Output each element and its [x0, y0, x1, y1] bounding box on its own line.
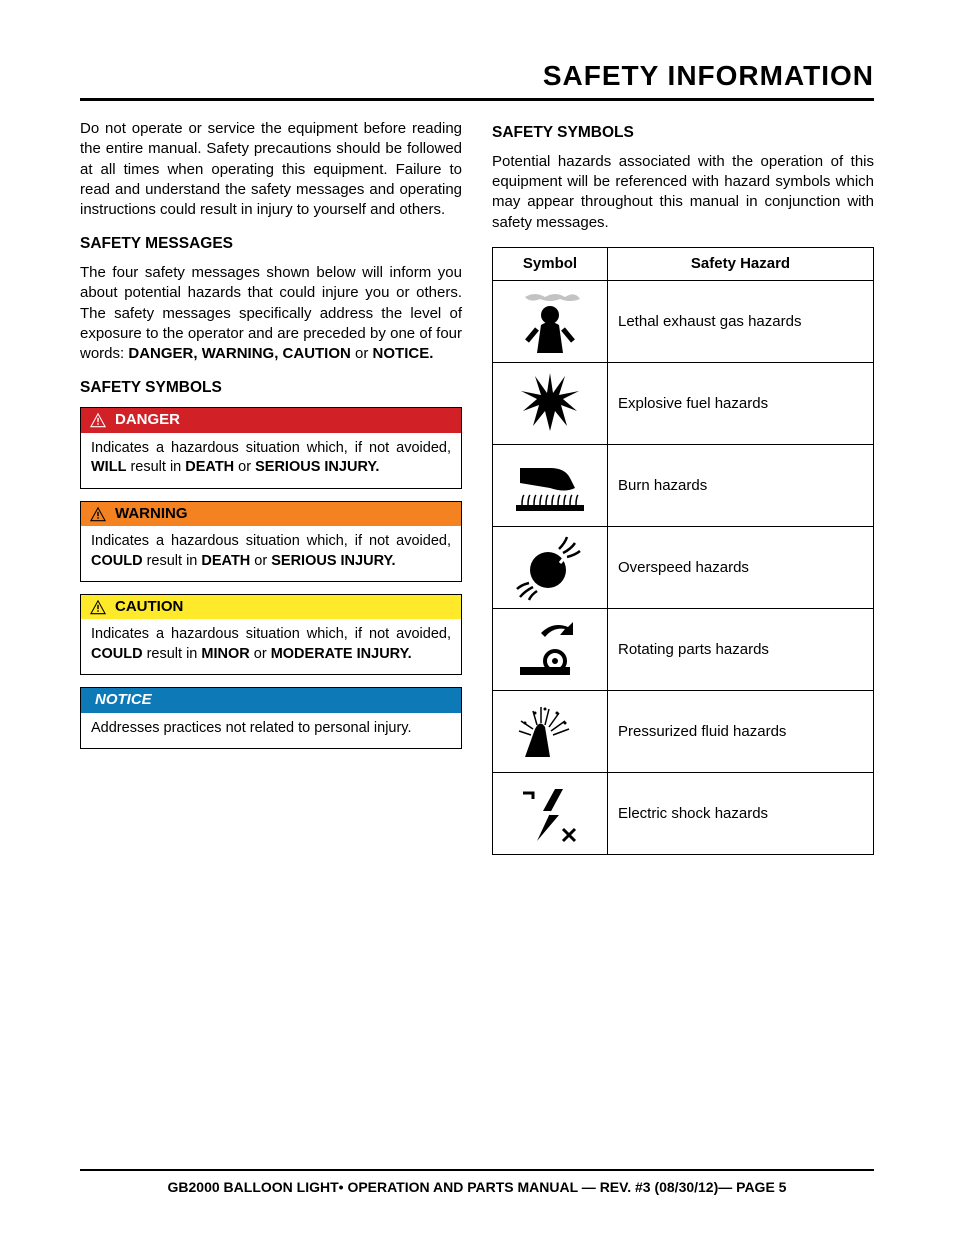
warning-or: or: [250, 553, 271, 569]
danger-body-pre: Indicates a hazardous situation which, i…: [91, 440, 451, 456]
symbol-overspeed: [493, 527, 608, 609]
symbols-intro: Potential hazards associated with the op…: [492, 152, 874, 233]
danger-r1: DEATH: [185, 459, 234, 475]
warning-r1: DEATH: [201, 553, 250, 569]
warning-body: Indicates a hazardous situation which, i…: [81, 526, 461, 581]
table-row: Rotating parts hazards: [493, 609, 874, 691]
table-row: Pressurized fluid hazards: [493, 691, 874, 773]
caution-header: CAUTION: [81, 595, 461, 619]
messages-notice: NOTICE.: [373, 345, 434, 362]
symbol-burn: [493, 445, 608, 527]
left-column: Do not operate or service the equipment …: [80, 119, 462, 855]
safety-messages-paragraph: The four safety messages shown below wil…: [80, 263, 462, 364]
rotating-icon: [515, 617, 585, 683]
symbol-shock: [493, 773, 608, 855]
caution-r1: MINOR: [201, 646, 249, 662]
hazard-overspeed: Overspeed hazards: [608, 527, 874, 609]
alert-triangle-icon: [89, 412, 107, 428]
symbol-exhaust: [493, 281, 608, 363]
warning-r2: SERIOUS INJURY.: [271, 553, 395, 569]
pressurized-icon: [515, 699, 585, 765]
notice-box: NOTICE Addresses practices not related t…: [80, 687, 462, 749]
notice-body: Addresses practices not related to perso…: [81, 713, 461, 749]
table-row: Electric shock hazards: [493, 773, 874, 855]
exhaust-icon: [515, 289, 585, 355]
explosive-icon: [515, 371, 585, 437]
warning-label: WARNING: [115, 504, 188, 524]
danger-mid: result in: [126, 459, 185, 475]
hazard-exhaust: Lethal exhaust gas hazards: [608, 281, 874, 363]
warning-mid: result in: [143, 553, 202, 569]
warning-will: COULD: [91, 553, 143, 569]
caution-box: CAUTION Indicates a hazardous situation …: [80, 594, 462, 675]
hazard-shock: Electric shock hazards: [608, 773, 874, 855]
danger-header: DANGER: [81, 408, 461, 432]
alert-triangle-icon: [89, 599, 107, 615]
danger-r2: SERIOUS INJURY.: [255, 459, 379, 475]
messages-words: DANGER, WARNING, CAUTION: [128, 345, 351, 362]
caution-body-pre: Indicates a hazardous situation which, i…: [91, 626, 451, 642]
page-title: SAFETY INFORMATION: [80, 60, 874, 92]
heading-safety-messages: SAFETY MESSAGES: [80, 234, 462, 255]
caution-r2: MODERATE INJURY.: [271, 646, 412, 662]
heading-safety-symbols-left: SAFETY SYMBOLS: [80, 378, 462, 399]
columns: Do not operate or service the equipment …: [80, 119, 874, 855]
hazard-explosive: Explosive fuel hazards: [608, 363, 874, 445]
symbol-explosive: [493, 363, 608, 445]
symbol-pressurized: [493, 691, 608, 773]
caution-body: Indicates a hazardous situation which, i…: [81, 619, 461, 674]
symbol-rotating: [493, 609, 608, 691]
warning-box: WARNING Indicates a hazardous situation …: [80, 501, 462, 582]
table-row: Overspeed hazards: [493, 527, 874, 609]
table-row: Lethal exhaust gas hazards: [493, 281, 874, 363]
footer-rule: [80, 1169, 874, 1171]
danger-or: or: [234, 459, 255, 475]
intro-paragraph: Do not operate or service the equipment …: [80, 119, 462, 220]
notice-header: NOTICE: [81, 688, 461, 712]
burn-icon: [510, 453, 590, 519]
alert-triangle-icon: [89, 506, 107, 522]
messages-or: or: [351, 345, 373, 362]
page: SAFETY INFORMATION Do not operate or ser…: [0, 0, 954, 1235]
shock-icon: [515, 781, 585, 847]
danger-box: DANGER Indicates a hazardous situation w…: [80, 407, 462, 488]
footer: GB2000 BALLOON LIGHT• OPERATION AND PART…: [80, 1169, 874, 1195]
heading-safety-symbols-right: SAFETY SYMBOLS: [492, 123, 874, 144]
table-row: Burn hazards: [493, 445, 874, 527]
warning-body-pre: Indicates a hazardous situation which, i…: [91, 533, 451, 549]
notice-label: NOTICE: [95, 690, 152, 710]
overspeed-icon: [515, 535, 585, 601]
danger-will: WILL: [91, 459, 126, 475]
col-hazard: Safety Hazard: [608, 247, 874, 280]
caution-mid: result in: [143, 646, 202, 662]
table-row: Explosive fuel hazards: [493, 363, 874, 445]
title-rule: [80, 98, 874, 101]
hazard-table: Symbol Safety Hazard: [492, 247, 874, 855]
hazard-burn: Burn hazards: [608, 445, 874, 527]
danger-body: Indicates a hazardous situation which, i…: [81, 433, 461, 488]
footer-text: GB2000 BALLOON LIGHT• OPERATION AND PART…: [80, 1179, 874, 1195]
warning-header: WARNING: [81, 502, 461, 526]
hazard-pressurized: Pressurized fluid hazards: [608, 691, 874, 773]
caution-or: or: [250, 646, 271, 662]
caution-will: COULD: [91, 646, 143, 662]
right-column: SAFETY SYMBOLS Potential hazards associa…: [492, 119, 874, 855]
hazard-rotating: Rotating parts hazards: [608, 609, 874, 691]
caution-label: CAUTION: [115, 597, 183, 617]
danger-label: DANGER: [115, 410, 180, 430]
col-symbol: Symbol: [493, 247, 608, 280]
